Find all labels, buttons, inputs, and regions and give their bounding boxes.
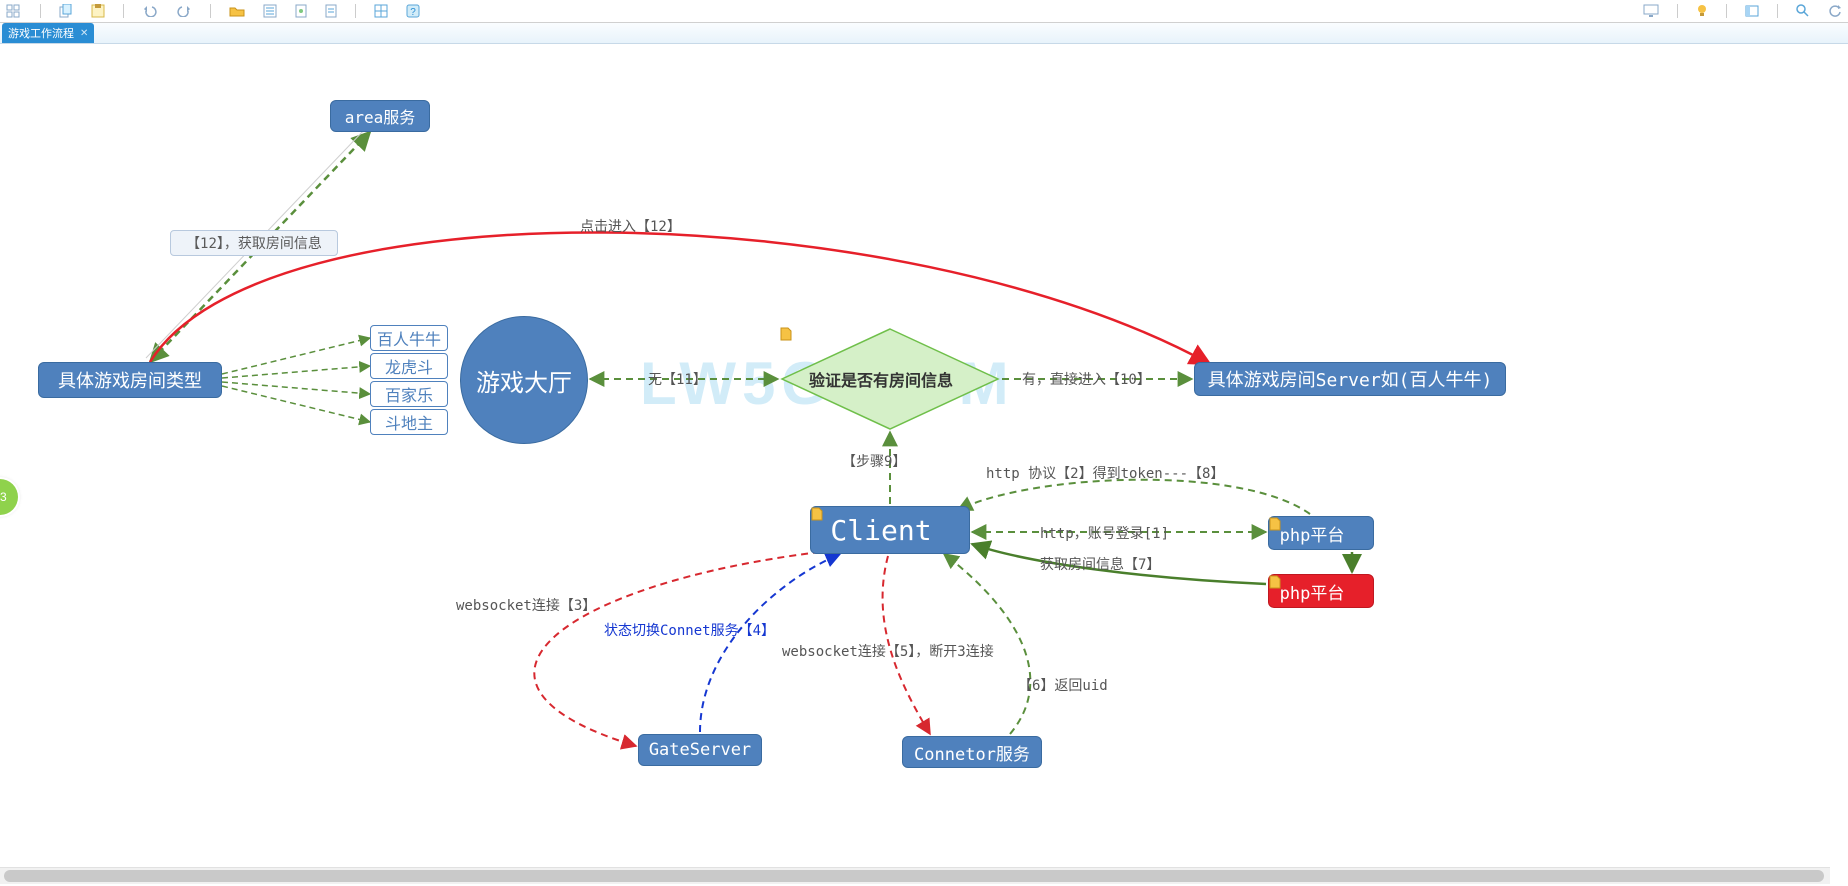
doc-icon <box>1350 584 1362 598</box>
node-php-1[interactable]: php平台 <box>1268 516 1374 550</box>
node-client[interactable]: Client <box>810 506 970 554</box>
toolbar-icon-folder[interactable] <box>229 5 245 17</box>
label: 游戏大厅 <box>476 363 572 398</box>
tab-workflow[interactable]: 游戏工作流程 ✕ <box>2 23 94 43</box>
node-room-type[interactable]: 具体游戏房间类型 <box>38 362 222 398</box>
close-icon[interactable]: ✕ <box>80 28 88 39</box>
doc-icon <box>1350 526 1362 540</box>
svg-text:?: ? <box>410 7 416 18</box>
node-room-server[interactable]: 具体游戏房间Server如(百人牛牛) <box>1194 362 1506 396</box>
edge-label: 状态切换Connet服务【4】 <box>604 620 775 640</box>
canvas[interactable]: 63 LW5G.COM <box>0 44 1848 884</box>
list-item[interactable]: 百人牛牛 <box>370 325 448 351</box>
scrollbar-horizontal[interactable] <box>0 867 1830 884</box>
toolbar-icon-undo[interactable] <box>142 5 158 17</box>
label: 验证是否有房间信息 <box>809 367 953 391</box>
toolbar-icon-doc[interactable] <box>295 4 307 18</box>
toolbar-separator <box>1677 4 1678 18</box>
label: Connetor服务 <box>914 740 1030 765</box>
toolbar-separator <box>1726 4 1727 18</box>
edge-label: 点击进入【12】 <box>580 216 681 236</box>
label: php平台 <box>1280 579 1345 604</box>
toolbar-icon-copy[interactable] <box>59 4 73 18</box>
toolbar-separator <box>210 4 211 18</box>
label: 具体游戏房间Server如(百人牛牛) <box>1208 366 1493 392</box>
toolbar-icon-monitor[interactable] <box>1643 4 1659 18</box>
edge-label: http，账号登录[1] <box>1040 523 1169 543</box>
label: 【12】，获取房间信息 <box>186 233 322 253</box>
label: Client <box>830 514 931 547</box>
edge-label: 获取房间信息【7】 <box>1040 554 1160 574</box>
toolbar-separator <box>1777 4 1778 18</box>
label: php平台 <box>1280 521 1345 546</box>
scrollbar-thumb[interactable] <box>4 870 1824 882</box>
toolbar-icon-paste[interactable] <box>91 4 105 18</box>
edge-label: 【步骤9】 <box>842 451 906 471</box>
toolbar-separator <box>123 4 124 18</box>
node-lobby[interactable]: 游戏大厅 <box>460 316 588 444</box>
node-connector[interactable]: Connetor服务 <box>902 736 1042 768</box>
toolbar-icon-search[interactable] <box>1796 4 1810 18</box>
toolbar: ? <box>0 0 1848 23</box>
toolbar-icon-doc-alt[interactable] <box>325 4 337 18</box>
label: GateServer <box>649 740 751 760</box>
toolbar-separator <box>355 4 356 18</box>
tab-label: 游戏工作流程 <box>8 25 74 41</box>
node-area[interactable]: area服务 <box>330 100 430 132</box>
toolbar-icon-doclist[interactable] <box>263 4 277 18</box>
node-php-2[interactable]: php平台 <box>1268 574 1374 608</box>
doc-icon <box>938 523 950 537</box>
edge-label: websocket连接【3】 <box>456 595 596 615</box>
edge-label: websocket连接【5】，断开3连接 <box>782 641 994 661</box>
label: area服务 <box>345 104 416 128</box>
tabstrip: 游戏工作流程 ✕ <box>0 23 1848 44</box>
toolbar-icon-grid[interactable] <box>6 4 22 18</box>
edge-label: 【6】返回uid <box>1018 675 1108 695</box>
toolbar-icon-refresh[interactable] <box>1828 4 1842 18</box>
toolbar-icon-bulb[interactable] <box>1696 4 1708 18</box>
label: 具体游戏房间类型 <box>58 367 202 393</box>
note-12[interactable]: 【12】，获取房间信息 <box>170 230 338 256</box>
doc-icon <box>959 372 971 386</box>
edge-label: 有，直接进入【10】 <box>1022 369 1151 389</box>
toolbar-icon-redo[interactable] <box>176 5 192 17</box>
toolbar-icon-table[interactable] <box>374 4 388 18</box>
edge-label: 无【11】 <box>648 369 707 389</box>
toolbar-icon-panel[interactable] <box>1745 5 1759 17</box>
node-verify-label: 验证是否有房间信息 <box>780 327 1000 431</box>
list-item[interactable]: 龙虎斗 <box>370 353 448 379</box>
toolbar-separator <box>40 4 41 18</box>
list-item[interactable]: 百家乐 <box>370 381 448 407</box>
toolbar-icon-help[interactable]: ? <box>406 4 420 18</box>
node-gateserver[interactable]: GateServer <box>638 734 762 766</box>
list-item[interactable]: 斗地主 <box>370 409 448 435</box>
edge-label: http 协议【2】得到token---【8】 <box>986 463 1224 483</box>
